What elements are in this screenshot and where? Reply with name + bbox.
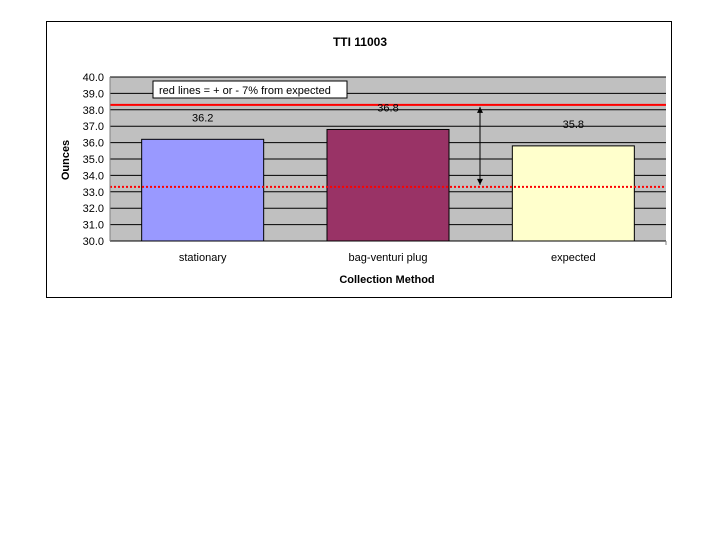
- bar-2: [326, 128, 450, 242]
- y-tick-label: 32.0: [83, 203, 104, 215]
- chart-title: TTI 11003: [333, 35, 387, 49]
- y-tick-label: 36.0: [83, 138, 104, 150]
- bar-3: [511, 145, 635, 242]
- y-tick-label: 40.0: [83, 72, 104, 84]
- y-tick-label: 31.0: [83, 220, 104, 232]
- y-tick-label: 39.0: [83, 88, 104, 100]
- category-label: bag-venturi plug: [349, 252, 428, 264]
- y-tick-label: 37.0: [83, 121, 104, 133]
- category-label: stationary: [179, 252, 227, 264]
- x-axis-title: Collection Method: [339, 274, 434, 286]
- range-arrow: [477, 106, 483, 185]
- y-tick-label: 38.0: [83, 105, 104, 117]
- data-label: 36.2: [192, 112, 213, 124]
- chart-frame: TTI 11003 30.0 31.0 32.0 33.0 34.0 35.0 36.0 37…: [46, 21, 672, 298]
- data-label: 36.8: [377, 102, 398, 114]
- y-tick-label: 35.0: [83, 154, 104, 166]
- annotation-box: [152, 80, 348, 99]
- category-label: expected: [551, 252, 596, 264]
- y-axis-title: Ounces: [60, 140, 72, 180]
- y-tick-label: 30.0: [83, 236, 104, 248]
- bar-1: [141, 138, 265, 242]
- bar-chart: TTI 11003 30.0 31.0 32.0 33.0 34.0 35.0 36.0 37…: [60, 35, 667, 286]
- data-label: 35.8: [563, 119, 584, 131]
- arrow-head-down: [477, 178, 483, 185]
- y-tick-label: 33.0: [83, 187, 104, 199]
- annotation-text: red lines = + or - 7% from expected: [159, 85, 331, 97]
- arrow-head-up: [477, 106, 483, 113]
- y-tick-label: 34.0: [83, 170, 104, 182]
